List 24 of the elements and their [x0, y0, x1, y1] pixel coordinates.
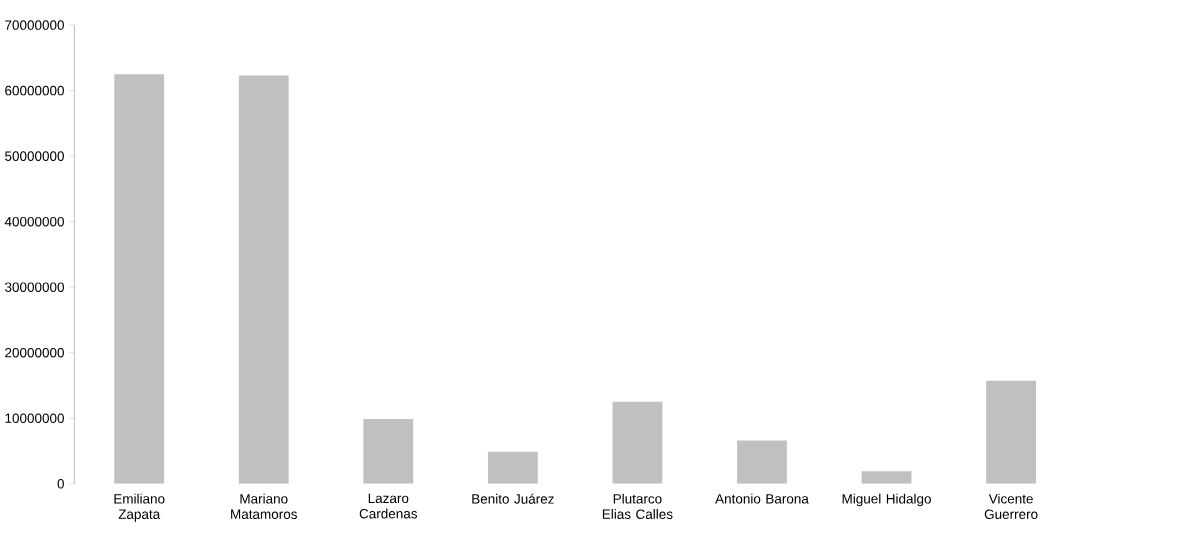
y-tick-label: 40000000: [4, 217, 64, 227]
bar: [238, 75, 289, 484]
x-tick-label: Mariano Matamoros: [231, 493, 297, 520]
bar: [861, 471, 912, 484]
x-tick-label: Vicente Guerrero: [984, 493, 1038, 520]
bar: [986, 381, 1037, 484]
y-tick-label: 50000000: [5, 151, 64, 162]
y-tick-label: 70000000: [5, 20, 64, 31]
x-tick-label: Emiliano Zapata: [114, 493, 165, 522]
x-tick-label: Benito Juárez: [472, 493, 554, 504]
bar: [612, 402, 663, 484]
bar: [114, 74, 165, 484]
bar: [363, 419, 414, 484]
y-tick-label: 60000000: [5, 86, 64, 96]
y-tick-label: 20000000: [5, 348, 64, 358]
bar: [737, 440, 787, 484]
x-tick-label: Antonio Barona: [715, 493, 809, 504]
bar: [487, 451, 538, 484]
x-tick-label: Lazaro Cardenas: [359, 493, 418, 519]
y-tick-label: 10000000: [5, 413, 64, 424]
y-tick-label: 30000000: [5, 282, 64, 293]
x-tick-label: Plutarco Elias Calles: [602, 493, 673, 520]
y-tick-label: 0: [57, 479, 64, 489]
x-tick-label: Miguel Hidalgo: [842, 493, 931, 507]
